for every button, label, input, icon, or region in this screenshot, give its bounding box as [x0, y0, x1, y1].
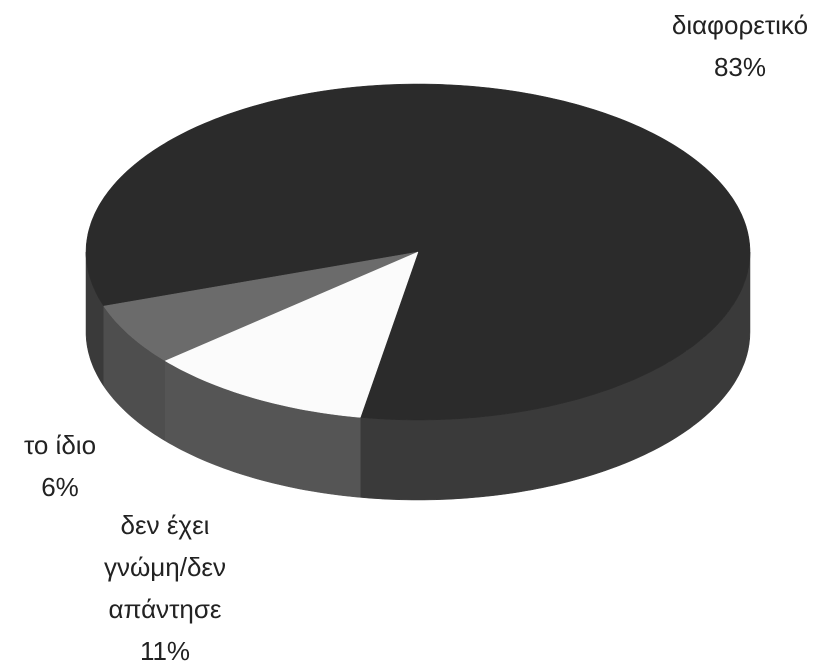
- value-label: 6%: [41, 472, 79, 502]
- category-label: δεν έχει γνώμη/δεν απάντησε: [103, 510, 227, 624]
- value-label: 11%: [139, 636, 191, 666]
- slice: [103, 251, 419, 362]
- category-label: το ίδιο: [23, 430, 97, 460]
- chart: διαφορετικό 83% το ίδιο 6% δεν έχει γνώμ…: [0, 4, 834, 666]
- value-label: 83%: [713, 52, 767, 82]
- pie-canvas: [85, 83, 751, 501]
- slice-label: δεν έχει γνώμη/δεν απάντησε 11%: [80, 504, 250, 672]
- slice-label: το ίδιο 6%: [0, 424, 120, 508]
- category-label: διαφορετικό: [671, 10, 809, 40]
- slice: [164, 251, 419, 418]
- slice-label: διαφορετικό 83%: [620, 4, 834, 88]
